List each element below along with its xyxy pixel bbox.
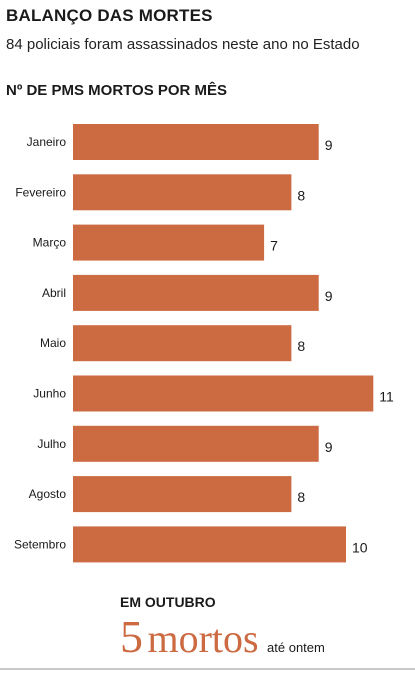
category-label-janeiro: Janeiro bbox=[27, 135, 67, 149]
value-label-maio: 8 bbox=[297, 338, 305, 354]
bar-maio bbox=[73, 325, 292, 362]
bar-setembro bbox=[73, 526, 346, 563]
bottom-rule bbox=[0, 668, 415, 670]
bar-chart: Janeiro 9 Fevereiro 8 Março 7 Abril 9 Maio 8 Junho… bbox=[14, 124, 394, 563]
chart-label: Nº DE PMS MORTOS POR MÊS bbox=[6, 82, 228, 99]
bar-agosto bbox=[73, 476, 292, 513]
value-label-janeiro: 9 bbox=[325, 137, 333, 153]
category-label-abril: Abril bbox=[42, 286, 66, 300]
bar-junho bbox=[73, 375, 374, 412]
category-label-março: Março bbox=[33, 236, 67, 250]
value-label-julho: 9 bbox=[325, 439, 333, 455]
value-label-agosto: 8 bbox=[297, 489, 305, 505]
value-label-fevereiro: 8 bbox=[297, 187, 305, 203]
value-label-março: 7 bbox=[270, 238, 278, 254]
october-note-title: EM OUTUBRO bbox=[120, 594, 216, 610]
chart-subtitle: 84 policiais foram assassinados neste an… bbox=[6, 36, 360, 53]
bar-fevereiro bbox=[73, 174, 292, 211]
october-note: 5 mortos até ontem bbox=[120, 610, 325, 663]
chart-title: BALANÇO DAS MORTES bbox=[6, 6, 213, 25]
bar-março bbox=[73, 224, 265, 261]
bar-julho bbox=[73, 425, 319, 462]
october-note-suffix: até ontem bbox=[267, 640, 325, 655]
value-label-abril: 9 bbox=[325, 288, 333, 304]
category-label-maio: Maio bbox=[40, 336, 66, 350]
value-label-setembro: 10 bbox=[352, 539, 368, 555]
october-deaths-unit: mortos bbox=[147, 616, 259, 661]
bar-abril bbox=[73, 274, 319, 311]
category-label-setembro: Setembro bbox=[14, 537, 66, 551]
category-label-junho: Junho bbox=[33, 387, 66, 401]
october-deaths-number: 5 bbox=[120, 611, 143, 662]
bar-janeiro bbox=[73, 124, 319, 160]
category-label-julho: Julho bbox=[37, 437, 66, 451]
category-label-agosto: Agosto bbox=[29, 487, 67, 501]
value-label-junho: 11 bbox=[379, 389, 394, 405]
category-label-fevereiro: Fevereiro bbox=[15, 185, 66, 199]
